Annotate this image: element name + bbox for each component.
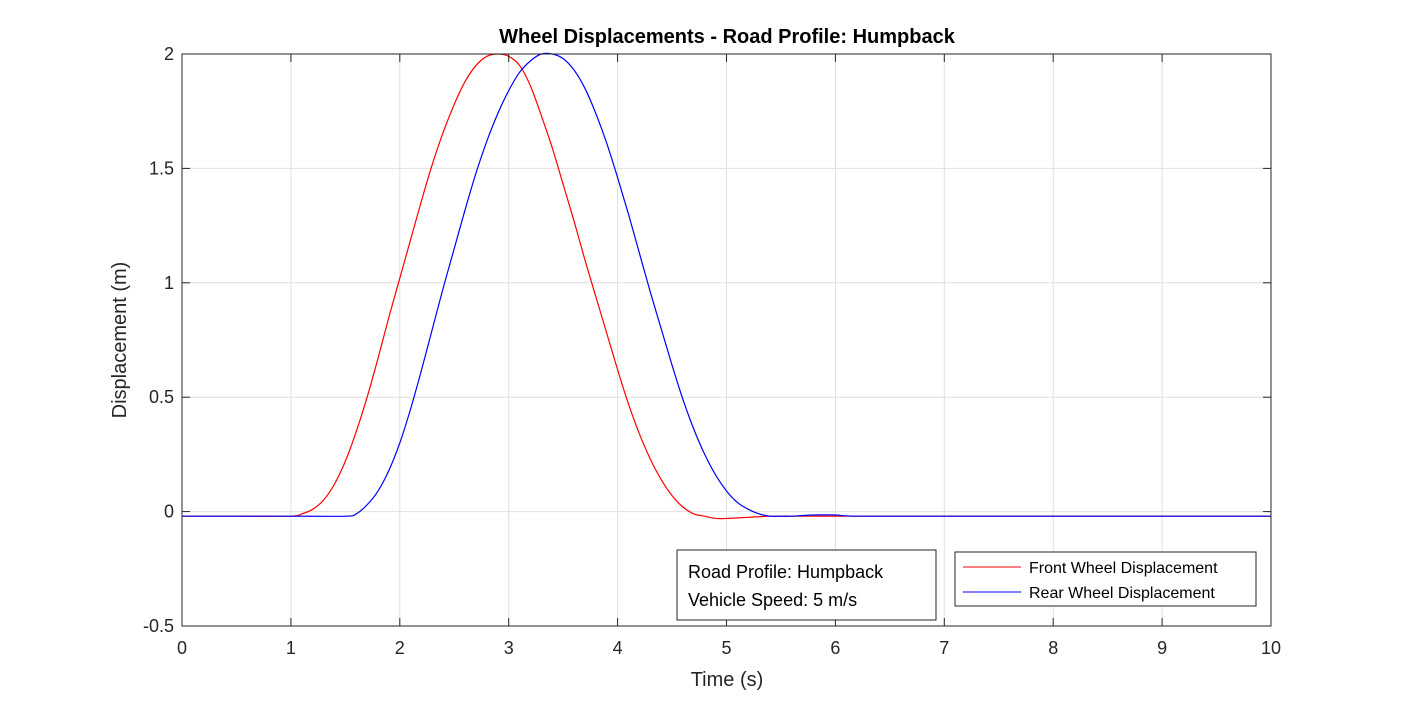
y-tick-label: 2 (164, 44, 174, 64)
y-tick-label: 1.5 (149, 158, 174, 178)
annotation-box: Road Profile: Humpback Vehicle Speed: 5 … (676, 549, 937, 621)
plot-area (181, 52, 1272, 627)
annotation-border (676, 549, 937, 621)
x-tick-labels: 0 1 2 3 4 5 6 7 8 9 10 (177, 638, 1281, 658)
chart-title: Wheel Displacements - Road Profile: Hump… (499, 26, 956, 48)
x-axis-label: Time (s) (691, 669, 764, 691)
y-tick-label: 0 (164, 502, 174, 522)
x-tick-label: 2 (395, 638, 405, 658)
ticks (181, 53, 1272, 627)
series-line-0 (182, 53, 1271, 520)
x-tick-label: 0 (177, 638, 187, 658)
legend-label-rear-wheel: Rear Wheel Displacement (1029, 585, 1215, 602)
annotation-line-road-profile: Road Profile: Humpback (688, 562, 884, 582)
legend-label-front-wheel: Front Wheel Displacement (1029, 560, 1218, 577)
x-tick-label: 10 (1261, 638, 1281, 658)
x-tick-label: 7 (939, 638, 949, 658)
y-tick-label: -0.5 (143, 616, 174, 636)
x-tick-label: 3 (504, 638, 514, 658)
x-tick-label: 5 (721, 638, 731, 658)
x-tick-label: 6 (830, 638, 840, 658)
x-tick-label: 4 (613, 638, 623, 658)
series-line-1 (182, 52, 1271, 517)
series-layer (182, 52, 1271, 520)
legend-border (954, 551, 1257, 607)
legend: Front Wheel Displacement Rear Wheel Disp… (954, 551, 1257, 607)
y-axis-label: Displacement (m) (109, 262, 131, 419)
annotation-line-vehicle-speed: Vehicle Speed: 5 m/s (688, 590, 857, 610)
y-tick-label: 0.5 (149, 387, 174, 407)
x-tick-label: 1 (286, 638, 296, 658)
y-tick-label: 1 (164, 273, 174, 293)
x-tick-label: 8 (1048, 638, 1058, 658)
y-tick-labels: -0.5 0 0.5 1 1.5 2 (143, 44, 174, 636)
x-tick-label: 9 (1157, 638, 1167, 658)
